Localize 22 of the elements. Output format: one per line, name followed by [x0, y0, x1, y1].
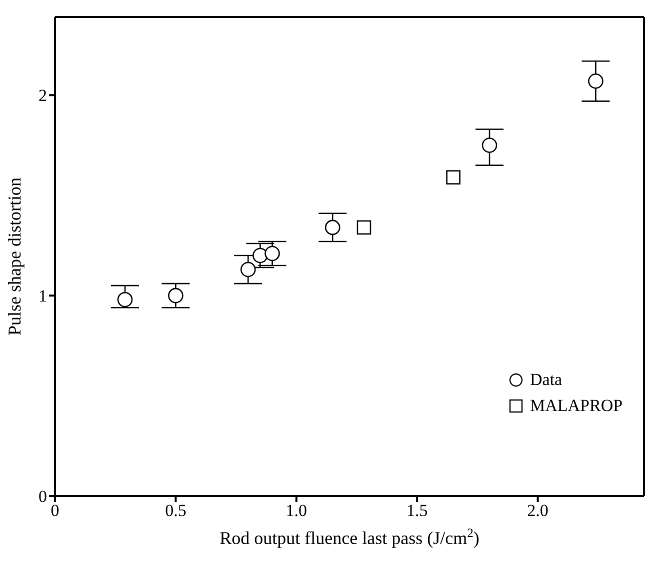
x-tick-label: 1.0 [286, 501, 308, 520]
point [324, 220, 340, 236]
point [482, 138, 498, 153]
point [252, 248, 268, 264]
x-tick-label: 0.5 [165, 501, 186, 520]
y-axis-title: Pulse shape distortion [4, 178, 24, 336]
x-tick-label: 0 [50, 501, 60, 520]
point [356, 220, 372, 235]
y-tick-label: 2 [38, 86, 47, 106]
point [264, 246, 280, 262]
legend-label: Data [530, 370, 562, 390]
x-axis-title: Rod output fluence last pass (J/cm$^{2}$) [220, 526, 480, 548]
x-tick-label: 1.5 [406, 501, 428, 520]
y-tick-label: 0 [38, 487, 47, 506]
legend-label: MALAPROP [530, 396, 623, 416]
point [168, 288, 184, 304]
point [446, 170, 460, 184]
y-tick-label: 1 [38, 286, 47, 306]
point [588, 73, 604, 89]
x-tick-label: 2.0 [527, 501, 548, 520]
point [240, 262, 256, 278]
point [117, 292, 133, 308]
